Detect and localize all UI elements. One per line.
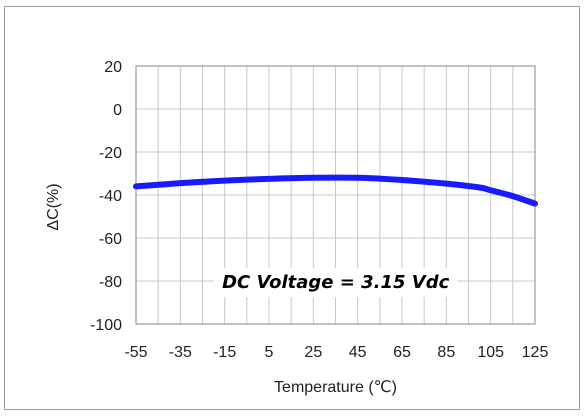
y-tick-label: 20 <box>104 59 122 76</box>
series-layer <box>133 174 538 207</box>
y-tick-label: -100 <box>90 317 122 334</box>
y-tick-label: 0 <box>113 102 122 119</box>
y-tick-label: -60 <box>99 231 122 248</box>
tick-labels: 20 0 -20 -40 -60 -80 -100-55 -35 -15 5 25 45 65 85 105… <box>90 59 548 361</box>
x-tick-label: -55 <box>124 344 147 361</box>
y-tick-label: -20 <box>99 145 122 162</box>
x-tick-label: 25 <box>304 344 322 361</box>
axis-layer <box>135 65 536 325</box>
figure-frame <box>4 6 580 410</box>
x-tick-label: -35 <box>169 344 192 361</box>
x-tick-label: 5 <box>265 344 274 361</box>
y-axis-title: ΔC(%) <box>45 183 62 230</box>
annotation-layer: DC Voltage = 3.15 Vdc <box>214 268 458 297</box>
y-tick-label: -80 <box>99 274 122 291</box>
capacitance-change-line <box>133 174 538 207</box>
x-tick-label: -15 <box>213 344 236 361</box>
x-tick-label: 65 <box>393 344 411 361</box>
x-tick-label: 85 <box>437 344 455 361</box>
x-tick-label: 105 <box>477 344 504 361</box>
x-tick-label: 125 <box>522 344 549 361</box>
x-tick-label: 45 <box>349 344 367 361</box>
y-tick-label: -40 <box>99 188 122 205</box>
plot-border <box>135 65 536 325</box>
annotation-background <box>214 268 458 297</box>
x-axis-title: Temperature (℃) <box>274 379 397 396</box>
voltage-annotation: DC Voltage = 3.15 Vdc <box>222 272 450 293</box>
